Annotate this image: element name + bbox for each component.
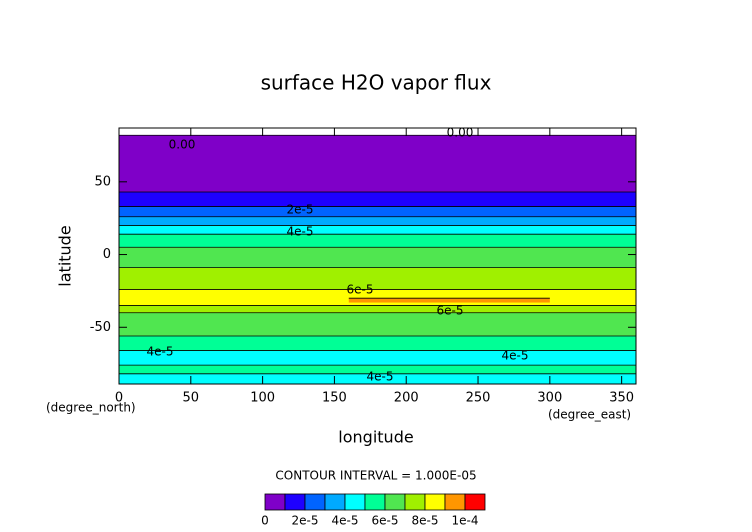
contour-label: 4e-5: [147, 345, 174, 359]
plot-frame: [118, 127, 637, 385]
contour-band: [119, 305, 636, 313]
y-tick-label: -50: [90, 320, 111, 335]
contour-label: 6e-5: [347, 283, 374, 297]
contour-band: [348, 298, 550, 303]
chart-title: surface H2O vapor flux: [261, 71, 492, 95]
colorbar-label: 4e-5: [332, 514, 359, 528]
contour-band: [119, 135, 636, 192]
colorbar-label: 0: [261, 514, 269, 528]
contour-band: [119, 225, 636, 235]
contour-band: [119, 216, 636, 226]
contour-band: [119, 267, 636, 290]
x-tick-label: 100: [250, 391, 275, 406]
contour-band: [119, 373, 636, 384]
y-unit: (degree_north): [46, 401, 136, 415]
contour-label: 6e-5: [437, 304, 464, 318]
contour-band: [119, 192, 636, 207]
colorbar-segment: [404, 493, 426, 511]
x-tick-label: 250: [466, 391, 491, 406]
contour-band: [119, 336, 636, 351]
contour-label: 4e-5: [367, 370, 394, 384]
contour-band: [119, 365, 636, 374]
colorbar-segment: [424, 493, 446, 511]
y-tick-label: 50: [94, 174, 111, 189]
contour-band: [119, 350, 636, 366]
y-axis-label: latitude: [56, 225, 75, 286]
colorbar-label: 6e-5: [372, 514, 399, 528]
x-unit: (degree_east): [548, 408, 631, 422]
colorbar-segment: [384, 493, 406, 511]
y-tick-label: 0: [103, 247, 111, 262]
contour-label: 2e-5: [287, 203, 314, 217]
colorbar-segment: [464, 493, 486, 511]
x-tick-label: 350: [609, 391, 634, 406]
contour-label: 0.00: [447, 126, 474, 140]
colorbar-label: 8e-5: [412, 514, 439, 528]
colorbar-segment: [444, 493, 466, 511]
colorbar-label: 1e-4: [452, 514, 479, 528]
colorbar-segment: [264, 493, 286, 511]
x-tick-label: 0: [115, 391, 123, 406]
contour-band: [119, 206, 636, 217]
x-tick-label: 50: [183, 391, 200, 406]
colorbar-segment: [344, 493, 366, 511]
colorbar-segment: [284, 493, 306, 511]
contour-interval: CONTOUR INTERVAL = 1.000E-05: [275, 469, 476, 483]
contour-band: [119, 289, 636, 306]
contour-label: 4e-5: [502, 349, 529, 363]
contour-band: [119, 312, 636, 336]
x-tick-label: 150: [322, 391, 347, 406]
contour-label: 0.00: [169, 138, 196, 152]
contour-band: [119, 234, 636, 248]
x-axis-label: longitude: [338, 428, 413, 447]
colorbar-segment: [364, 493, 386, 511]
colorbar-segment: [324, 493, 346, 511]
contour-label: 4e-5: [287, 225, 314, 239]
x-tick-label: 300: [537, 391, 562, 406]
colorbar-label: 2e-5: [292, 514, 319, 528]
colorbar-segment: [304, 493, 326, 511]
x-tick-label: 200: [394, 391, 419, 406]
contour-band: [119, 247, 636, 268]
